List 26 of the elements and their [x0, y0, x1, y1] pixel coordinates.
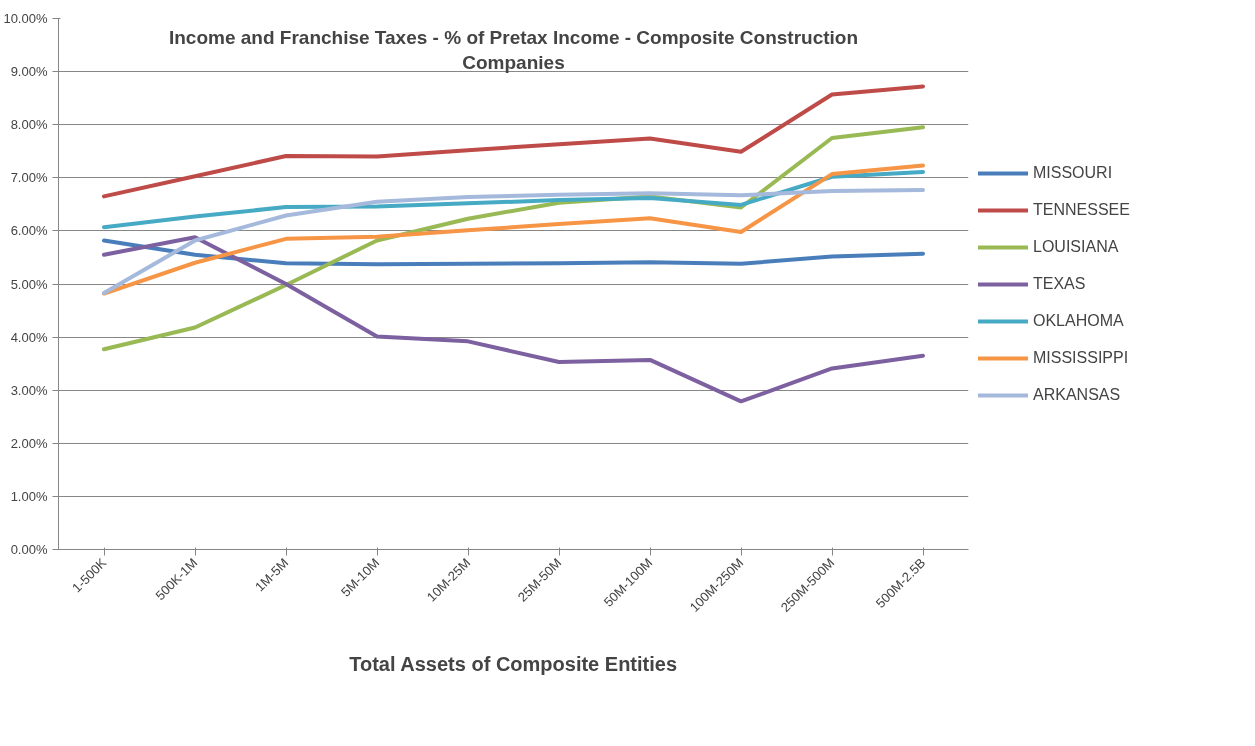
legend-label: TENNESSEE: [1033, 200, 1130, 219]
legend-label: MISSISSIPPI: [1033, 348, 1129, 367]
x-axis-title: Total Assets of Composite Entities: [349, 653, 678, 676]
y-tick-label: 0.00%: [10, 542, 48, 557]
y-tick-label: 2.00%: [10, 435, 48, 451]
legend-label: TEXAS: [1033, 274, 1086, 293]
legend-label: OKLAHOMA: [1033, 311, 1124, 330]
y-tick-label: 9.00%: [10, 64, 48, 80]
y-tick-label: 1.00%: [10, 488, 48, 504]
y-tick-label: 3.00%: [10, 382, 48, 398]
text: Income and Franchise Taxes - % of Pretax Income - Composite Construction Companies: [168, 26, 859, 73]
y-tick-label: 5.00%: [10, 276, 48, 292]
y-tick-label: 6.00%: [10, 223, 48, 239]
y-tick-label: 10.00%: [3, 11, 48, 26]
y-tick-label: 7.00%: [10, 170, 48, 186]
y-tick-label: 4.00%: [10, 329, 48, 345]
line-series: [102, 84, 925, 199]
line-series: [102, 169, 925, 230]
legend-label: MISSOURI: [1033, 163, 1113, 182]
line-series: [102, 238, 925, 267]
legend-label: ARKANSAS: [1033, 385, 1121, 404]
legend-label: LOUISIANA: [1033, 237, 1119, 256]
line-series: [102, 235, 925, 404]
line-series: [102, 188, 925, 296]
y-tick-label: 8.00%: [10, 117, 48, 133]
line-series: [102, 163, 925, 296]
